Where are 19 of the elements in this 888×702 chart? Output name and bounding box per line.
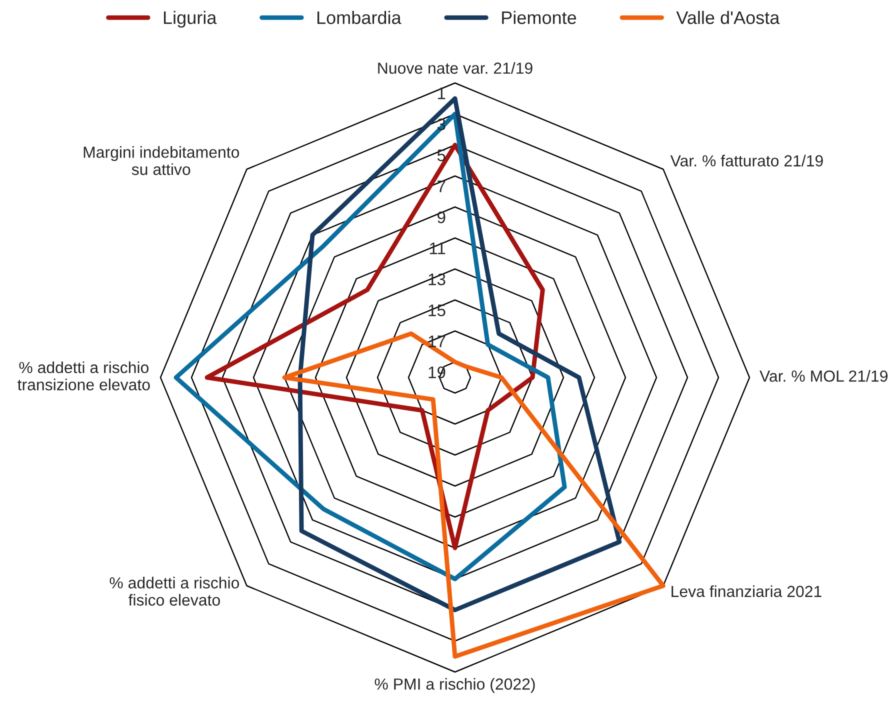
y-tick-label: 15 [428, 304, 446, 316]
spoke-label: Margini indebitamento su attivo [84, 146, 240, 176]
legend-label: Piemonte [502, 10, 576, 24]
y-tick-label: 7 [438, 180, 446, 192]
legend-label: Lombardia [317, 10, 402, 24]
spoke-label: Nuove nate var. 21/19 [378, 62, 532, 74]
legend-label: Liguria [164, 10, 217, 28]
spoke-label: % addetti a rischio transizione elevato [18, 361, 150, 390]
spoke-label: Leva finanziaria 2021 [672, 585, 822, 598]
spoke-label: Var. % MOL 21/19 [760, 370, 888, 382]
spoke-label: % PMI a rischio (2022) [374, 678, 535, 693]
y-tick-label: 1 [438, 88, 446, 100]
y-tick-label: 13 [428, 273, 446, 286]
y-tick-label: 11 [430, 242, 446, 254]
spoke-label: % addetti a rischio fisico elevato [110, 576, 240, 606]
y-tick-label: 9 [438, 211, 446, 224]
legend-label: Valle d'Aosta [676, 10, 780, 24]
spoke-label: Var. % fatturato 21/19 [670, 154, 823, 166]
y-tick-label: 5 [437, 150, 446, 162]
